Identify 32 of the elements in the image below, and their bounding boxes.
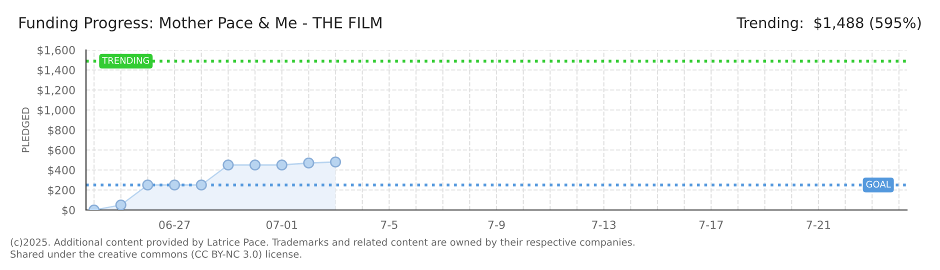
point <box>303 157 314 169</box>
point <box>115 199 126 210</box>
x-tick-label: 7-5 <box>381 220 398 230</box>
y-tick-label: $1,200 <box>38 86 75 96</box>
x-tick-label: 7-13 <box>592 220 616 230</box>
y-tick-label: $800 <box>48 126 75 136</box>
y-axis-title: PLEDGED <box>22 108 30 152</box>
text: (c)2025. Additional content provided by Latrice Pace. Trademarks and related content are owned by their respective companies. <box>10 238 634 248</box>
x-tick-label: 7-21 <box>806 220 830 229</box>
x-tick-label: 7-17 <box>699 220 723 229</box>
point <box>142 179 154 191</box>
y-tick-label: $600 <box>48 146 75 156</box>
x-tick-label: 06-27 <box>159 220 190 230</box>
text: Trending: $1,488 (595%) <box>736 16 921 32</box>
x-tick-label: 07-01 <box>266 220 297 230</box>
text: Shared under the creative commons (CC BY-NC 3.0) license. <box>10 250 302 259</box>
y-tick-label: $1,000 <box>38 106 75 116</box>
point <box>330 156 342 168</box>
point <box>249 159 261 171</box>
y-tick-label: $200 <box>48 186 75 196</box>
point <box>276 159 288 171</box>
point <box>196 179 207 191</box>
point <box>168 179 180 191</box>
y-tick-label: $0 <box>62 206 75 216</box>
y-tick-label: $1,600 <box>38 46 75 56</box>
ref-line-label: TRENDING <box>102 56 149 64</box>
ref-line-label: GOAL <box>866 180 891 188</box>
y-tick-label: $400 <box>48 166 75 176</box>
point <box>222 159 234 171</box>
x-tick-label: 7-9 <box>488 220 505 230</box>
y-tick-label: $1,400 <box>38 66 75 76</box>
chart-title: Funding Progress: Mother Pace & Me - THE FILM <box>20 16 382 32</box>
